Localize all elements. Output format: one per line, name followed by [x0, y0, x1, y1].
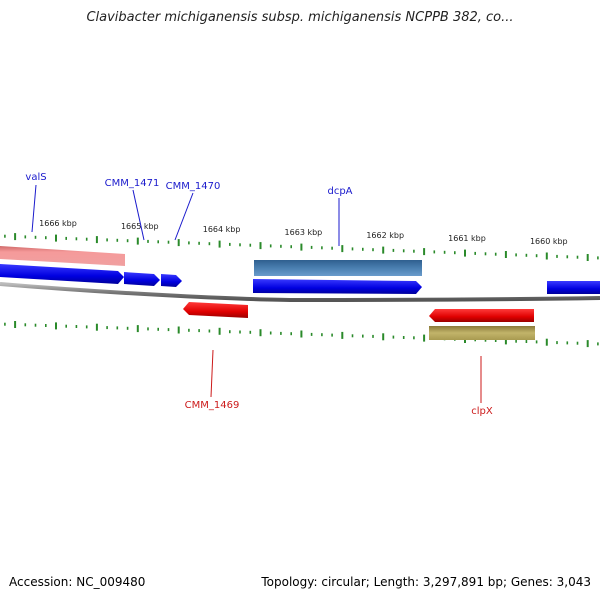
axis-tick-label: 1665 kbp [121, 222, 159, 231]
axis-tick-label: 1663 kbp [285, 228, 323, 237]
feature-label-vals[interactable]: valS [25, 172, 46, 183]
axis-tick-label: 1660 kbp [530, 237, 568, 246]
feature-label-cmm-1470[interactable]: CMM_1470 [166, 181, 221, 192]
cds-arrow-clpx[interactable] [429, 309, 534, 322]
gene-feature-clpx-gene[interactable] [429, 326, 535, 340]
cds-arrow-dcpa[interactable] [253, 279, 422, 294]
cds-arrow-edge[interactable] [547, 281, 600, 294]
feature-label-cmm-1469[interactable]: CMM_1469 [185, 400, 240, 411]
reverse-cds-track [183, 302, 534, 322]
accession-text: Accession: NC_009480 [9, 575, 146, 589]
genome-backbone [0, 282, 600, 303]
axis-labels: 1666 kbp 1665 kbp 1664 kbp 1663 kbp 1662 kbp… [39, 219, 568, 246]
leader-cmm-1470 [174, 192, 194, 241]
topology-summary: Topology: circular; Length: 3,297,891 bp… [261, 575, 591, 589]
gene-feature-vals-gene[interactable] [0, 246, 125, 266]
cds-arrow-cmm-1469[interactable] [183, 302, 248, 318]
cds-arrow-cmm-1470[interactable] [161, 274, 182, 287]
axis-tick-label: 1661 kbp [448, 234, 486, 243]
leader-cmm-1469 [210, 349, 214, 398]
forward-gene-track [0, 246, 422, 276]
leader-cmm-1471 [132, 189, 145, 241]
feature-labels: valS CMM_1471 CMM_1470 dcpA CMM_1469 clp… [25, 172, 492, 417]
axis-tick-label: 1662 kbp [366, 231, 404, 240]
leader-vals [31, 184, 37, 233]
axis-tick-label: 1664 kbp [203, 225, 241, 234]
feature-label-dcpa[interactable]: dcpA [327, 186, 352, 197]
axis-tick-label: 1666 kbp [39, 219, 77, 228]
map-title: Clavibacter michiganensis subsp. michiga… [86, 10, 514, 25]
rna-feature-dcpa[interactable] [254, 260, 422, 276]
forward-cds-track [0, 264, 600, 294]
feature-label-clpx[interactable]: clpX [471, 406, 493, 417]
feature-label-cmm-1471[interactable]: CMM_1471 [105, 178, 160, 189]
cds-arrow-cmm-1471[interactable] [124, 272, 160, 286]
tick-marks [4, 233, 599, 348]
cds-arrow-vals[interactable] [0, 264, 124, 284]
reverse-gene-track [429, 326, 535, 340]
